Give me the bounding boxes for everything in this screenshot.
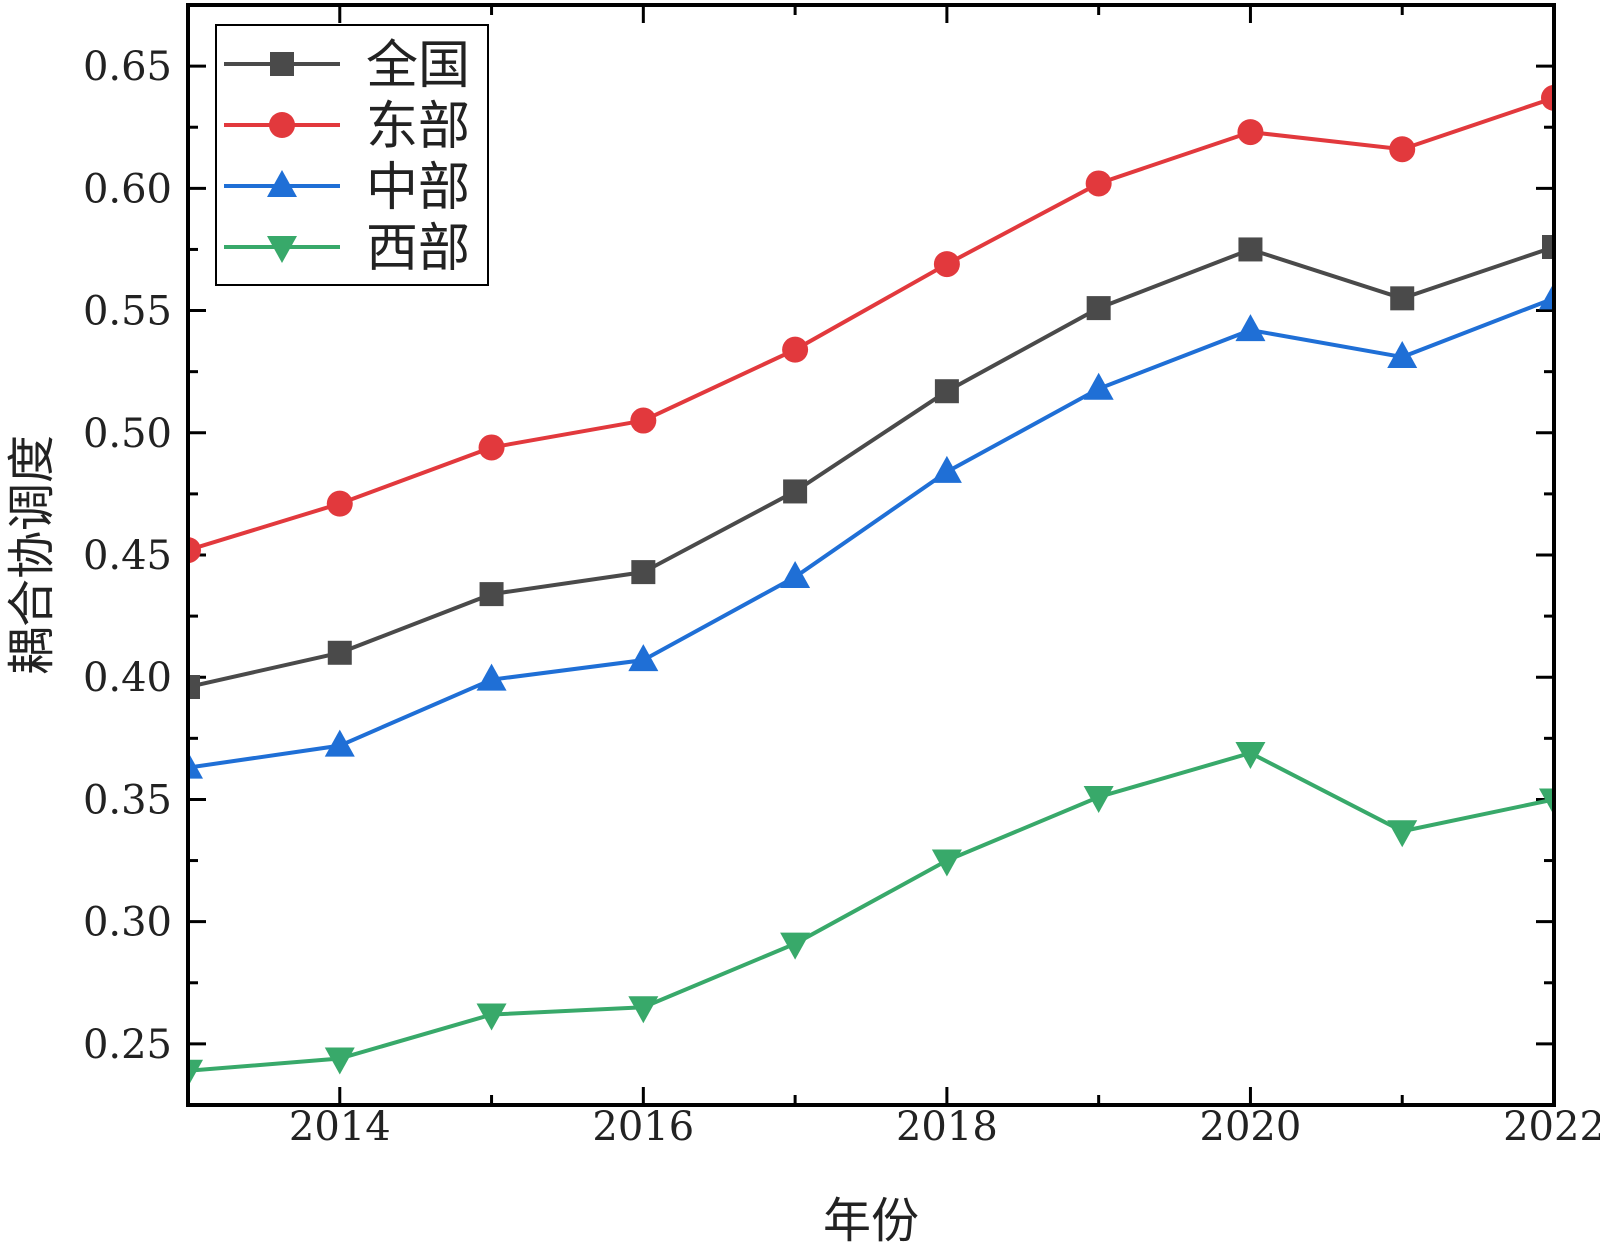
series-e8a5bfe983a8	[188, 742, 1554, 1087]
data-point	[780, 561, 811, 588]
y-axis-title: 耦合协调度	[4, 435, 60, 675]
y-tick-label: 0.60	[83, 166, 172, 212]
data-point	[931, 455, 962, 483]
data-point	[1237, 119, 1264, 146]
data-point	[324, 729, 355, 757]
data-point	[476, 1003, 507, 1031]
series-e585a8e59bbd	[188, 235, 1554, 699]
data-point	[1238, 237, 1263, 262]
data-point	[1235, 314, 1266, 342]
data-point	[188, 537, 201, 564]
y-tick-label: 0.45	[83, 533, 172, 579]
data-point	[630, 407, 657, 434]
x-tick-label: 2020	[1200, 1104, 1302, 1150]
legend-marker	[267, 236, 297, 263]
data-point	[188, 675, 200, 699]
data-point	[188, 751, 203, 779]
series-line	[188, 750, 1554, 1073]
legend-item-e4b89ce983a8: 东部	[224, 97, 470, 157]
legend-item-e4b8ade983a8: 中部	[224, 158, 470, 218]
data-point	[327, 640, 352, 665]
data-point	[1086, 296, 1111, 321]
x-axis-title: 年份	[823, 1193, 919, 1247]
series-line	[188, 95, 1554, 553]
data-point	[1539, 788, 1554, 816]
data-point	[1542, 235, 1554, 259]
y-tick-label: 0.25	[83, 1022, 172, 1068]
data-point	[931, 849, 962, 877]
data-point	[783, 479, 808, 504]
legend-box	[215, 24, 489, 286]
data-point	[1235, 742, 1266, 769]
series-line	[188, 245, 1554, 689]
y-tick-label: 0.40	[83, 655, 172, 701]
series-e4b8ade983a8	[188, 282, 1554, 779]
data-point	[934, 379, 959, 404]
data-point	[1389, 136, 1416, 163]
data-point	[188, 1059, 203, 1087]
data-point	[1541, 84, 1554, 111]
data-point	[1539, 282, 1554, 310]
data-point	[1387, 341, 1418, 368]
data-point	[324, 1047, 355, 1075]
x-tick-label: 2014	[289, 1104, 391, 1150]
x-tick-label: 2016	[592, 1104, 694, 1150]
series-line	[188, 296, 1554, 770]
series-layer	[188, 84, 1554, 1087]
legend-marker	[269, 112, 295, 138]
data-point	[479, 582, 504, 607]
data-point	[1390, 286, 1415, 311]
y-tick-label: 0.50	[83, 411, 172, 457]
data-point	[1083, 372, 1114, 400]
data-point	[631, 560, 656, 585]
legend-marker	[267, 170, 297, 197]
y-tick-label: 0.55	[83, 289, 172, 335]
data-point	[933, 251, 960, 278]
legend-label: 西部	[366, 219, 470, 279]
data-point	[628, 996, 659, 1024]
data-point	[780, 932, 811, 960]
legend-label: 中部	[366, 158, 470, 218]
legend-marker	[270, 52, 294, 76]
data-point	[326, 490, 353, 517]
legend-label: 全国	[366, 36, 470, 96]
series-group	[188, 84, 1554, 1087]
legend-item-e8a5bfe983a8: 西部	[224, 219, 470, 279]
plot-frame	[186, 3, 1556, 1107]
y-tick-label: 0.35	[83, 777, 172, 823]
y-axis-ticks: 0.25 0.30 0.35 0.40 0.45 0.50 0.55 0.60 0.65	[83, 3, 1554, 1107]
y-tick-label: 0.65	[83, 44, 172, 90]
legend-label: 东部	[366, 97, 470, 157]
series-e4b89ce983a8	[188, 84, 1554, 564]
y-tick-label: 0.30	[83, 900, 172, 946]
data-point	[1083, 786, 1114, 813]
data-point	[476, 663, 507, 691]
data-point	[478, 434, 505, 461]
data-point	[1387, 820, 1418, 848]
x-tick-label: 2018	[896, 1104, 998, 1150]
data-point	[782, 336, 809, 363]
x-tick-label: 2022	[1503, 1104, 1600, 1150]
data-point	[1085, 170, 1112, 197]
legend-item-e585a8e59bbd: 全国	[224, 36, 470, 96]
data-point	[628, 644, 659, 672]
